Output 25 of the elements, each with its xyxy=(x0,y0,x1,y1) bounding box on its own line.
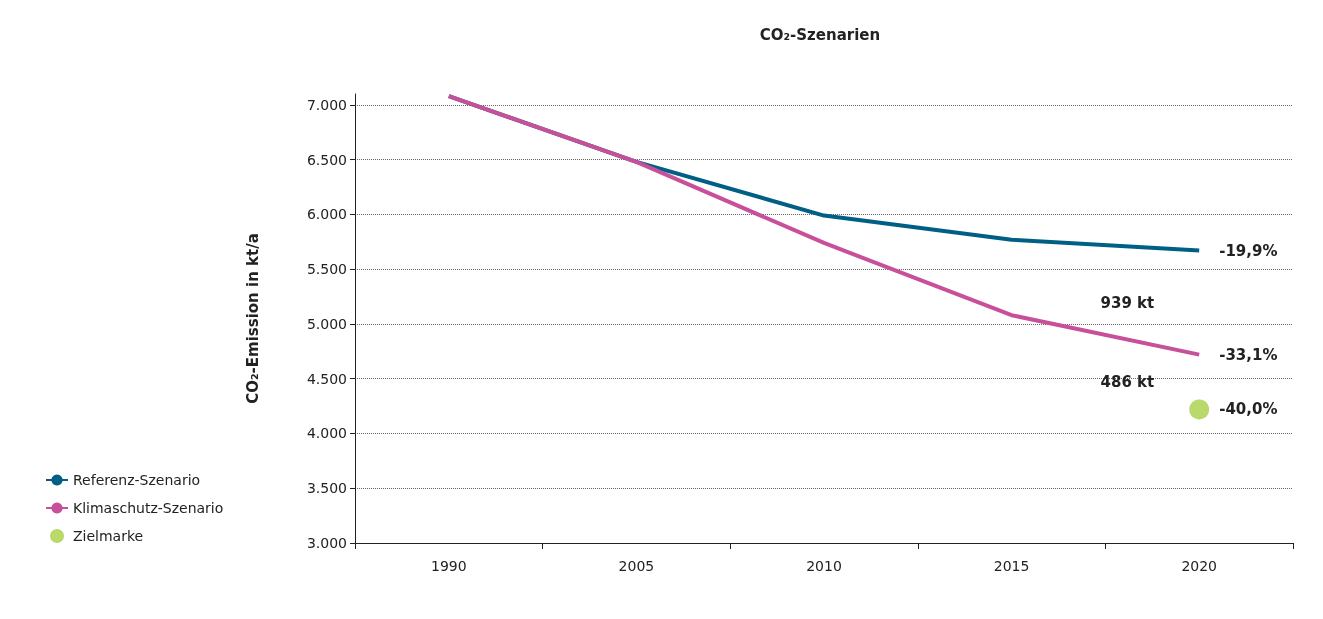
annotation: -33,1% xyxy=(1219,345,1278,364)
y-axis-title: CO₂-Emission in kt/a xyxy=(243,233,262,404)
legend-label: Zielmarke xyxy=(73,528,144,544)
y-tick-label: 7.000 xyxy=(306,96,347,113)
annotation: -40,0% xyxy=(1219,400,1278,419)
legend-label: Klimaschutz-Szenario xyxy=(73,500,224,516)
x-tick-label: 1990 xyxy=(430,558,467,574)
y-tick-label: 6.500 xyxy=(306,151,347,168)
y-tick-label: 3.500 xyxy=(306,480,347,497)
y-tick-label: 6.000 xyxy=(306,206,347,223)
x-tick-label: 2015 xyxy=(993,558,1030,574)
x-tick-label: 2010 xyxy=(806,558,842,574)
y-tick-label: 5.000 xyxy=(306,315,347,332)
chart-title: CO₂-Szenarien xyxy=(759,25,881,44)
y-tick-label: 4.500 xyxy=(306,370,347,387)
line-series xyxy=(446,94,1202,357)
legend-label: Referenz-Szenario xyxy=(73,472,201,488)
y-tick-label: 4.000 xyxy=(306,425,347,442)
y-tick-label: 5.500 xyxy=(306,261,347,278)
annotation: 939 kt xyxy=(1100,293,1155,312)
annotation: -19,9% xyxy=(1219,241,1278,260)
annotation: 486 kt xyxy=(1100,373,1155,392)
y-tick-label: 3.000 xyxy=(306,535,347,551)
x-tick-label: 2020 xyxy=(1181,558,1218,574)
x-tick-label: 2005 xyxy=(618,558,655,574)
